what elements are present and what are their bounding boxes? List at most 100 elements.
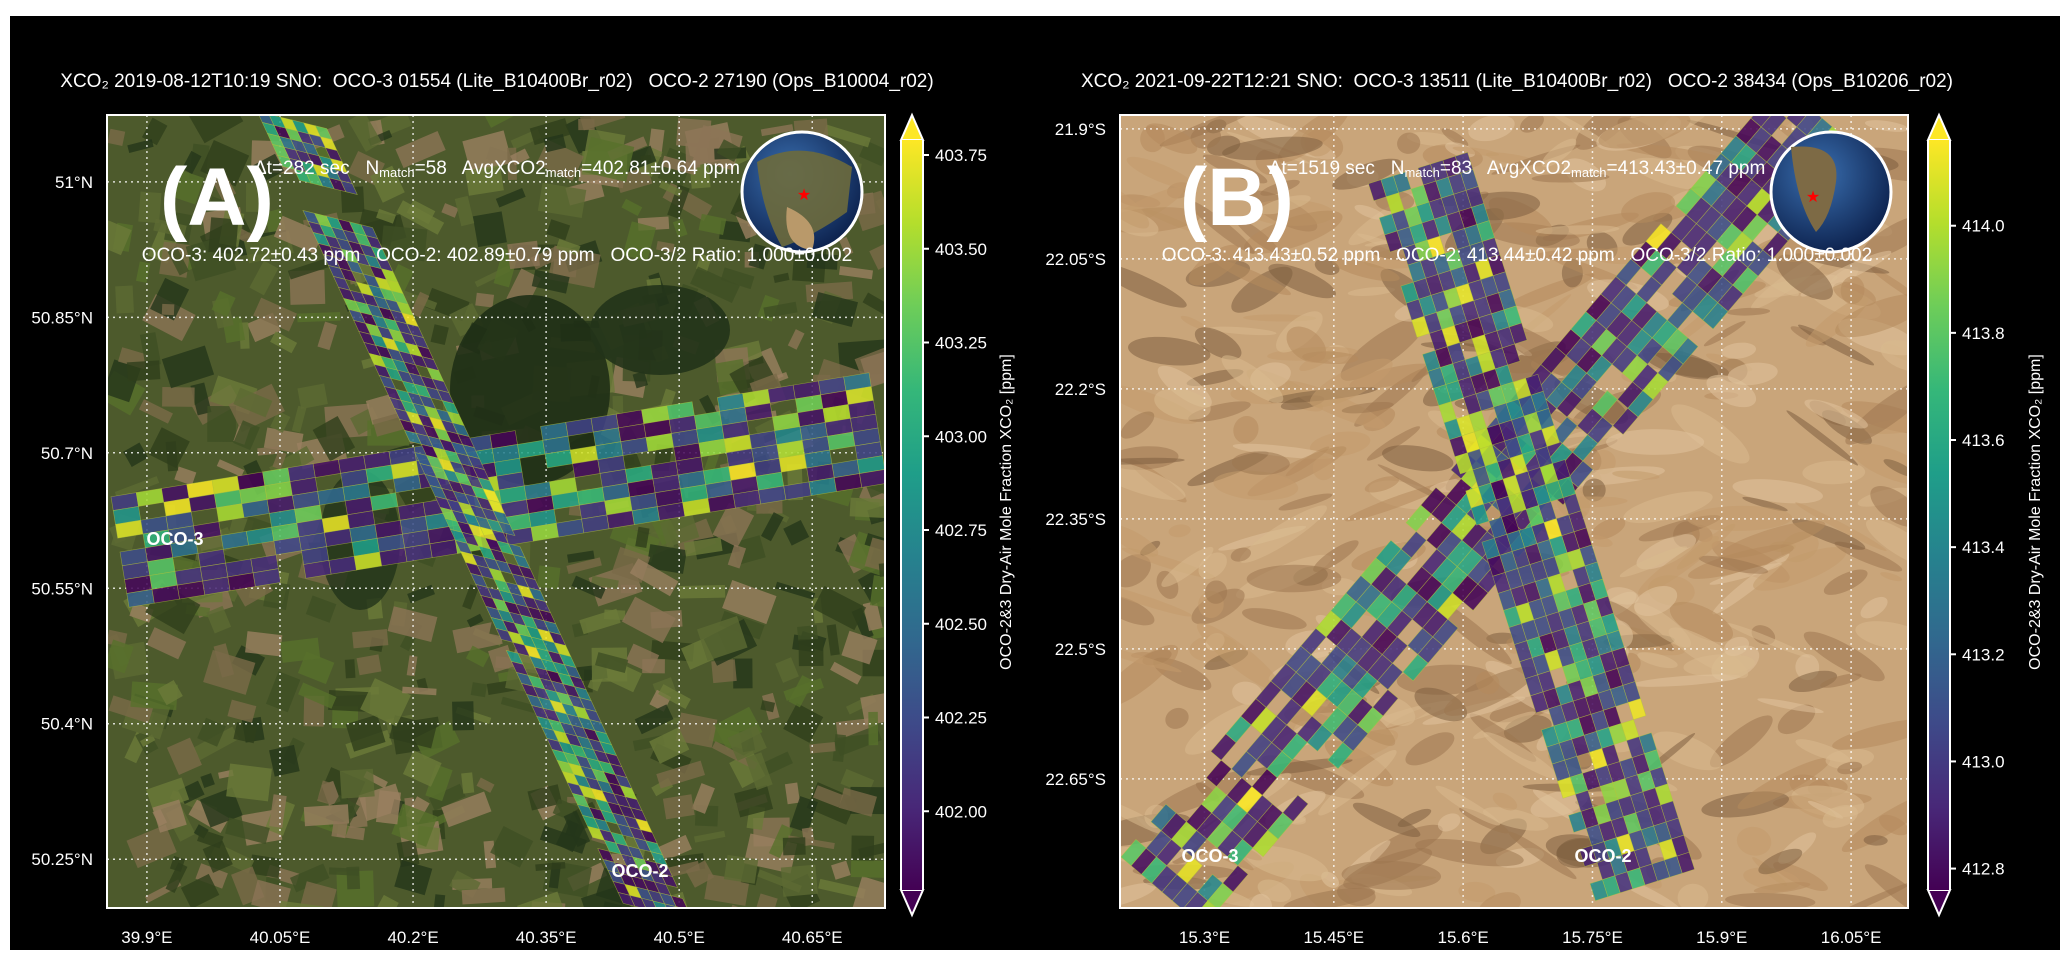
xco2-footprint xyxy=(1470,503,1490,526)
colorbar-tick-label: 412.8 xyxy=(1962,860,2005,879)
lat-tick-label: 50.85°N xyxy=(31,308,93,327)
oco2-swath xyxy=(258,115,688,908)
panel-b-title-line1: XCO₂ 2021-09-22T12:21 SNO: OCO-3 13511 (… xyxy=(1080,71,1953,92)
lat-tick-label: 22.5°S xyxy=(1055,640,1106,659)
lon-tick-label: 15.6°E xyxy=(1438,928,1489,947)
map-panel-a: 39.9°E 40.05°E 40.2°E 40.35°E 40.5°E 40.65°E 5… xyxy=(31,112,1015,947)
colorbar-tick-label: 413.4 xyxy=(1962,538,2005,557)
colorbar-tick-label: 413.0 xyxy=(1962,752,2005,771)
oco3-swath xyxy=(110,372,885,608)
lat-tick-label: 22.2°S xyxy=(1055,380,1106,399)
xco2-footprint xyxy=(1568,811,1587,833)
oco2-swath-label: OCO-2 xyxy=(1574,846,1631,866)
colorbar-gradient xyxy=(1928,140,1950,890)
xco2-footprint xyxy=(293,168,312,184)
location-star-icon: ★ xyxy=(797,187,811,204)
lon-tick-label: 15.45°E xyxy=(1303,928,1364,947)
xco2-footprint xyxy=(1567,460,1594,488)
xco2-footprint xyxy=(1384,230,1403,253)
xco2-footprint xyxy=(1786,115,1808,128)
n-match-value: =58 xyxy=(414,158,447,179)
panel-a-title: XCO₂ 2019-08-12T10:19 SNO: OCO-3 01554 (… xyxy=(0,9,997,299)
lon-tick-label: 40.05°E xyxy=(250,928,311,947)
colorbar-tick-label: 402.75 xyxy=(935,521,987,540)
lon-tick-label: 40.2°E xyxy=(387,928,438,947)
panel-a-title-line2: Δt=282 sec Nmatch=58 AvgXCO2match=402.81… xyxy=(0,154,997,183)
xco2-footprint xyxy=(617,891,636,907)
xco2-footprint xyxy=(1372,689,1399,717)
colorbar-tick-label: 413.2 xyxy=(1962,645,2005,664)
xco2-footprint xyxy=(587,825,605,841)
xco2-footprint xyxy=(1282,794,1309,822)
panel-label: (B) xyxy=(1180,152,1294,243)
n-match-label: N xyxy=(1390,158,1405,179)
xco2-footprint xyxy=(1222,865,1249,893)
lat-tick-label: 50.55°N xyxy=(31,579,93,598)
n-match-sub: match xyxy=(379,165,415,180)
lon-tick-label: 40.5°E xyxy=(654,928,705,947)
xco2-footprint xyxy=(1578,845,1598,867)
lon-tick-label: 40.65°E xyxy=(782,928,843,947)
colorbar-tick-label: 403.50 xyxy=(935,240,987,259)
n-match-sub: match xyxy=(1404,165,1440,180)
colorbar-tick-label: 403.25 xyxy=(935,334,987,353)
xco2-footprint xyxy=(1432,618,1459,647)
colorbar: 414.0 413.8 413.6 413.4 413.2 413.0 412.8 OCO-2… xyxy=(1926,112,2044,918)
xco2-footprint xyxy=(276,154,295,170)
location-star-icon: ★ xyxy=(1806,189,1820,206)
globe-inset: ★ xyxy=(740,130,864,254)
n-match-value: =83 xyxy=(1439,158,1473,179)
lon-tick-label: 15.75°E xyxy=(1562,928,1623,947)
xco2-footprint xyxy=(1530,691,1549,714)
colorbar-tick-label: 402.00 xyxy=(935,802,987,821)
colorbar-tick-label: 402.25 xyxy=(935,709,987,728)
panel-a-title-line1: XCO₂ 2019-08-12T10:19 SNO: OCO-3 01554 (… xyxy=(60,71,934,92)
colorbar-tick-label: 413.6 xyxy=(1962,431,2005,450)
xco2-footprint xyxy=(1589,879,1609,902)
colorbar-tick-label: 413.8 xyxy=(1962,324,2005,343)
lat-tick-label: 50.4°N xyxy=(41,715,93,734)
lon-tick-label: 15.3°E xyxy=(1179,928,1230,947)
xco2-footprint xyxy=(252,568,281,587)
satellite-basemap xyxy=(1120,115,1908,908)
lon-tick-label: 16.05°E xyxy=(1821,928,1882,947)
globe-inset: ★ xyxy=(1769,130,1893,254)
xco2-footprint xyxy=(1411,315,1430,338)
panel-b-title-line3: OCO-3: 413.43±0.52 ppm OCO-2: 413.44±0.4… xyxy=(1161,245,1873,266)
xco2-footprint xyxy=(404,429,422,445)
colorbar-tick-label: 403.75 xyxy=(935,146,987,165)
map-frame xyxy=(1119,114,1909,909)
satellite-basemap xyxy=(107,115,885,908)
xco2-footprint xyxy=(495,627,514,643)
colorbar: 403.75 403.50 403.25 403.00 402.75 402.50 402.… xyxy=(899,112,1015,918)
oco3-swath-label: OCO-3 xyxy=(146,529,203,549)
xco2-footprint xyxy=(663,903,678,908)
lat-tick-label: 22.05°S xyxy=(1045,250,1106,269)
colorbar-gradient xyxy=(901,140,923,890)
lon-tick-label: 15.9°E xyxy=(1696,928,1747,947)
xco2-footprint xyxy=(1672,337,1699,365)
lon-tick-label: 39.9°E xyxy=(121,928,172,947)
colorbar-tick-label: 403.00 xyxy=(935,427,987,446)
lat-tick-label: 50.25°N xyxy=(31,850,93,869)
avg-sub: match xyxy=(1571,165,1607,180)
panel-b-title-line2: Δt=1519 sec Nmatch=83 AvgXCO2match=413.4… xyxy=(1017,154,2017,183)
panel-a-title-line3: OCO-3: 402.72±0.43 ppm OCO-2: 402.89±0.7… xyxy=(141,245,853,266)
lat-tick-label: 51°N xyxy=(55,173,93,192)
avg-label: AvgXCO2 xyxy=(461,158,546,179)
xco2-footprint xyxy=(859,469,885,488)
lat-tick-label: 22.65°S xyxy=(1045,770,1106,789)
oco2-swath-label: OCO-2 xyxy=(611,861,668,881)
xco2-footprint xyxy=(652,900,667,908)
xco2-footprint xyxy=(1454,452,1474,475)
avg-value: =402.81±0.64 ppm xyxy=(581,158,741,179)
colorbar-tick-label: 402.50 xyxy=(935,615,987,634)
xco2-footprint xyxy=(1176,856,1203,884)
avg-label: AvgXCO2 xyxy=(1486,158,1572,179)
xco2-footprint xyxy=(1750,115,1772,128)
xco2-footprint xyxy=(1557,776,1576,799)
map-frame xyxy=(106,114,886,909)
lon-tick-label: 40.35°E xyxy=(516,928,577,947)
avg-value: =413.43±0.47 ppm xyxy=(1606,158,1766,179)
